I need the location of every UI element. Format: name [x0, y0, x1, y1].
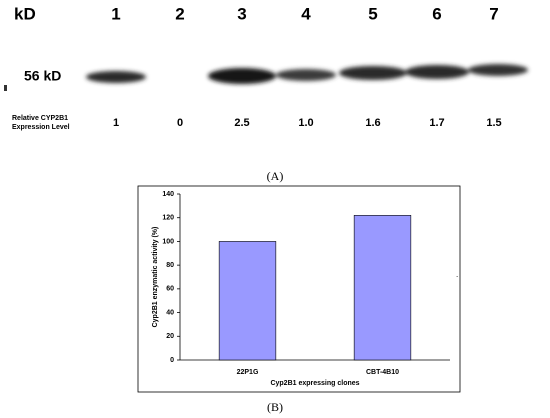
chart-frame [137, 185, 461, 393]
y-tick-label: 20 [166, 333, 174, 340]
y-tick-label: 80 [166, 262, 174, 269]
expression-level: 2.5 [234, 117, 249, 129]
y-tick-label: 140 [162, 191, 174, 198]
y-axis-title: Cyp2B1 enzymatic activity (%) [152, 227, 159, 328]
marker-label: 56 kD [24, 68, 61, 84]
y-tick-label: 0 [170, 357, 174, 364]
band [468, 64, 528, 76]
x-tick-label: 22P1G [237, 369, 259, 376]
expression-level: 1.6 [365, 117, 380, 129]
band [339, 66, 407, 80]
y-tick-label: 40 [166, 309, 174, 316]
lane-label: 5 [368, 4, 377, 23]
y-tick-label: 120 [162, 215, 174, 222]
expression-level: 1.7 [429, 117, 444, 129]
bar [218, 241, 277, 361]
x-tick-label: CBT-4B10 [366, 369, 399, 376]
row-label: Relative CYP2B1 [12, 115, 68, 122]
speck [4, 85, 7, 91]
band [86, 71, 146, 83]
expression-level: 1 [113, 117, 119, 129]
x-axis-title: Cyp2B1 expressing clones [270, 380, 359, 387]
expression-level: 1.0 [298, 117, 313, 129]
expression-level: 0 [177, 117, 183, 129]
unit-header: kD [14, 4, 36, 23]
band [405, 65, 469, 79]
lane-label: 7 [489, 4, 498, 23]
expression-level: 1.5 [486, 117, 501, 129]
row-label: Expression Level [12, 124, 70, 131]
caption: (B) [267, 400, 283, 414]
caption: (A) [267, 169, 284, 183]
bands [86, 64, 528, 84]
lane-label: 1 [111, 4, 120, 23]
dot: . [456, 270, 458, 279]
band [276, 69, 336, 81]
y-tick-label: 100 [162, 238, 174, 245]
lane-label: 2 [175, 4, 184, 23]
lane-label: 3 [237, 4, 246, 23]
band [208, 68, 276, 84]
lane-label: 4 [301, 4, 311, 23]
lane-label: 6 [432, 4, 441, 23]
bar [353, 215, 412, 361]
y-tick-label: 60 [166, 286, 174, 293]
